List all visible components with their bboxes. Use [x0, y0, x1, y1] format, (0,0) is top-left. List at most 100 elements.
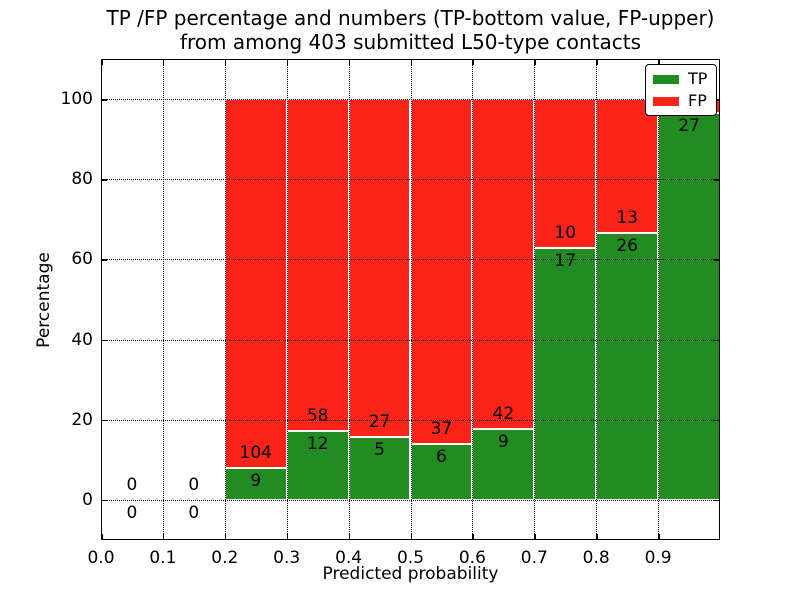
- gridline-vertical: [224, 59, 226, 540]
- bar-fp-segment: [410, 99, 473, 444]
- bar-tp-segment: [348, 437, 411, 500]
- gridline-vertical: [472, 59, 474, 540]
- x-tick-label: 0.7: [520, 548, 548, 568]
- gridline-vertical: [658, 59, 660, 540]
- legend-swatch-fp-icon: [653, 96, 679, 106]
- y-tick-label: 100: [60, 89, 93, 110]
- x-tick-mark: [658, 534, 660, 540]
- tp-count-label: 9: [497, 432, 509, 453]
- gridline-vertical: [162, 59, 164, 540]
- bar-tp-segment: [534, 247, 597, 500]
- y-tick-label: 40: [71, 329, 93, 350]
- x-tick-mark: [224, 59, 227, 65]
- x-tick-mark: [348, 59, 351, 65]
- x-tick-mark: [162, 59, 165, 65]
- chart-title-line1: TP /FP percentage and numbers (TP-bottom…: [106, 6, 715, 30]
- gridline-vertical: [410, 59, 412, 540]
- x-tick-label: 0.6: [458, 548, 486, 568]
- tp-count-label: 6: [436, 446, 447, 467]
- x-tick-label: 0.9: [644, 548, 672, 568]
- legend-item-fp: FP: [653, 91, 707, 110]
- y-tick-mark: [714, 259, 720, 261]
- x-tick-mark: [410, 534, 412, 540]
- fp-count-label: 10: [554, 222, 577, 243]
- y-tick-label: 20: [71, 409, 93, 430]
- bar-tp-segment: [658, 113, 720, 500]
- legend-label-fp: FP: [688, 91, 707, 110]
- gridline-vertical: [286, 59, 288, 540]
- fp-count-label: 0: [188, 474, 200, 495]
- fp-count-label: 13: [616, 207, 638, 228]
- x-tick-label: 0.5: [396, 548, 425, 568]
- tp-count-label: 17: [554, 250, 577, 271]
- x-tick-label: 0.0: [87, 548, 115, 568]
- x-tick-mark: [410, 59, 412, 65]
- fp-count-label: 58: [306, 406, 329, 427]
- fp-count-label: 37: [430, 418, 453, 439]
- tp-count-label: 9: [250, 470, 262, 491]
- x-tick-mark: [101, 59, 103, 65]
- bar-fp-segment: [286, 99, 349, 432]
- fp-count-label: 0: [126, 474, 138, 495]
- gridline-horizontal: [101, 179, 720, 181]
- x-tick-mark: [534, 534, 536, 540]
- fp-count-label: 27: [368, 412, 391, 433]
- y-tick-mark: [101, 259, 107, 261]
- legend-label-tp: TP: [688, 69, 708, 88]
- x-tick-mark: [472, 59, 474, 65]
- x-tick-mark: [658, 59, 660, 65]
- plot-area: 0 0 0 0 104 9 58 12 27 5 37 6 42 9 10 17 13 26 27: [101, 59, 720, 540]
- x-tick-mark: [286, 59, 289, 65]
- tp-count-label: 12: [306, 434, 329, 455]
- x-tick-mark: [224, 534, 227, 540]
- x-tick-label: 0.8: [582, 548, 610, 568]
- gridline-vertical: [534, 59, 536, 540]
- x-tick-mark: [162, 534, 165, 540]
- tp-count-label: 27: [678, 116, 700, 137]
- legend: TP FP: [645, 64, 718, 116]
- y-tick-mark: [714, 499, 720, 502]
- fp-count-label: 104: [239, 442, 272, 463]
- tp-count-label: 0: [126, 502, 138, 523]
- y-tick-mark: [101, 99, 107, 101]
- gridline-horizontal: [101, 99, 720, 101]
- bar-tp-segment: [410, 443, 473, 500]
- x-tick-label: 0.3: [273, 548, 301, 568]
- y-tick-mark: [714, 339, 720, 342]
- fp-count-label: 42: [492, 404, 515, 425]
- y-tick-mark: [714, 179, 720, 181]
- x-tick-mark: [348, 534, 351, 540]
- x-tick-mark: [472, 534, 474, 540]
- bar-fp-segment: [224, 99, 287, 468]
- tp-count-label: 26: [616, 235, 638, 256]
- y-tick-mark: [101, 179, 107, 181]
- x-tick-mark: [596, 534, 598, 540]
- gridline-horizontal: [101, 259, 720, 261]
- tp-count-label: 5: [374, 440, 385, 461]
- x-tick-label: 0.2: [211, 548, 239, 568]
- chart-title-line2: from among 403 submitted L50-type contac…: [179, 30, 642, 54]
- bar-fp-segment: [472, 99, 535, 430]
- y-tick-mark: [101, 499, 107, 502]
- y-tick-mark: [101, 419, 107, 422]
- y-tick-label: 80: [71, 169, 93, 190]
- x-axis-label: Predicted probability: [322, 564, 499, 584]
- gridline-horizontal: [101, 419, 720, 421]
- y-tick-mark: [714, 419, 720, 422]
- tp-count-label: 0: [188, 502, 200, 523]
- y-tick-label: 60: [71, 249, 93, 270]
- x-tick-mark: [534, 59, 536, 65]
- gridline-horizontal: [101, 339, 720, 341]
- x-tick-mark: [286, 534, 289, 540]
- x-tick-mark: [101, 534, 103, 540]
- gridline-vertical: [348, 59, 350, 540]
- legend-swatch-tp-icon: [653, 74, 679, 84]
- y-tick-mark: [101, 339, 107, 342]
- bar-fp-segment: [348, 99, 411, 438]
- legend-item-tp: TP: [653, 69, 708, 88]
- y-tick-label: 0: [82, 489, 93, 510]
- gridline-horizontal: [101, 499, 720, 501]
- bar-tp-segment: [596, 232, 659, 500]
- gridline-vertical: [596, 59, 598, 540]
